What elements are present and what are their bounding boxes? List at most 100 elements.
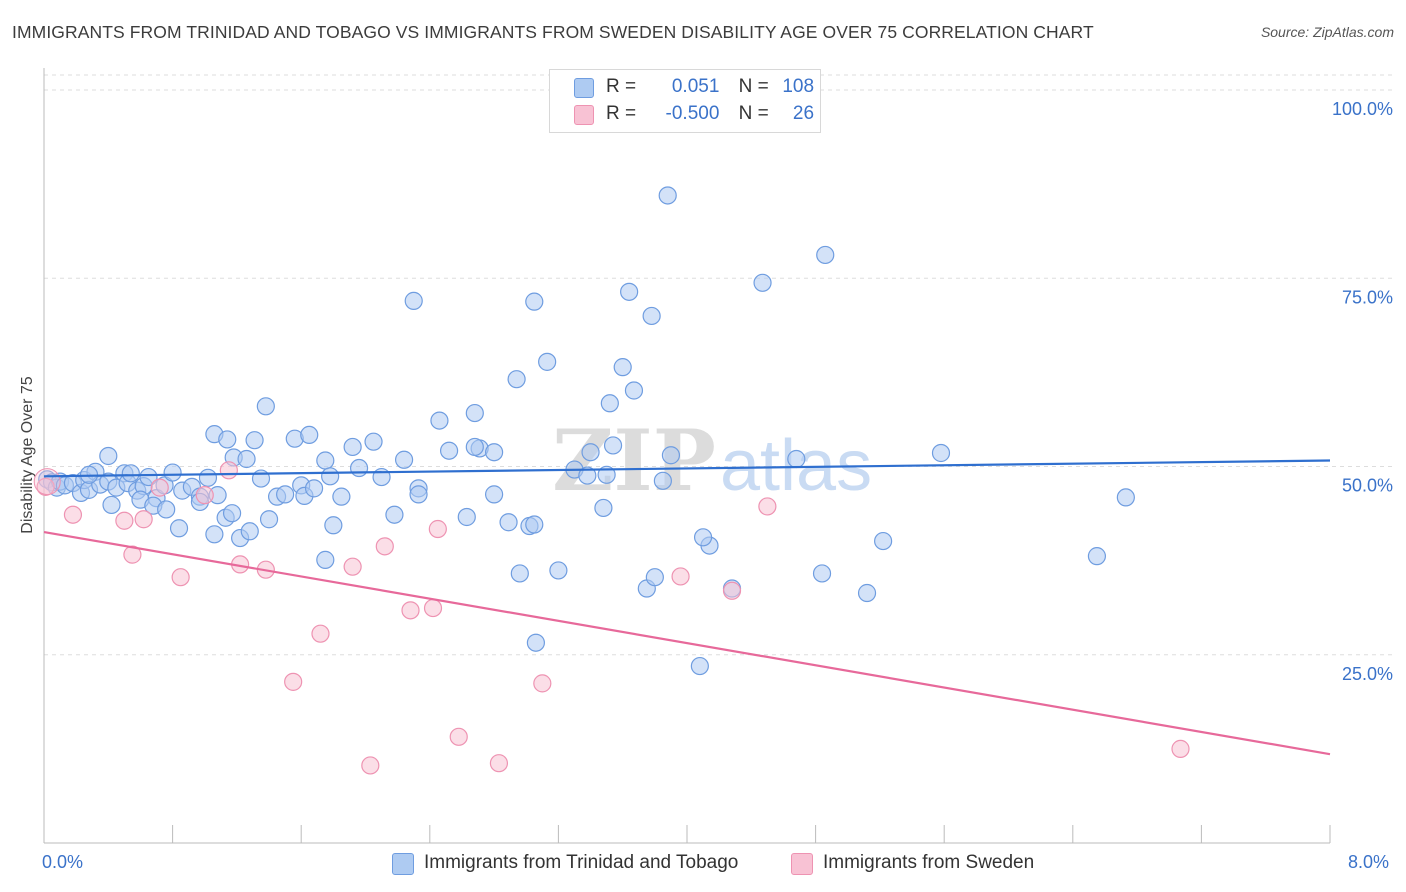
data-point-trinidad bbox=[121, 464, 140, 483]
data-point-trinidad bbox=[581, 443, 600, 462]
legend-n-label: N = bbox=[738, 103, 769, 124]
data-point-trinidad bbox=[787, 449, 806, 469]
data-point-trinidad bbox=[812, 564, 832, 583]
data-point-trinidad bbox=[653, 471, 672, 490]
data-point-sweden bbox=[375, 537, 394, 556]
data-point-sweden bbox=[150, 478, 169, 497]
y-tick-label-25: 25.0% bbox=[1342, 664, 1393, 684]
y-tick-label-50: 50.0% bbox=[1342, 476, 1393, 496]
bottom-legend-swatch-sweden bbox=[791, 853, 813, 875]
data-point-sweden bbox=[284, 672, 303, 691]
data-point-sweden bbox=[449, 727, 468, 746]
data-point-trinidad bbox=[661, 446, 681, 465]
data-point-trinidad bbox=[485, 485, 504, 504]
data-point-trinidad bbox=[613, 358, 632, 377]
data-point-sweden bbox=[123, 545, 142, 564]
data-point-sweden bbox=[533, 674, 552, 693]
data-point-trinidad bbox=[931, 443, 951, 463]
legend-n-value-sweden: 26 bbox=[792, 103, 815, 124]
data-point-trinidad bbox=[430, 411, 449, 430]
data-point-sweden bbox=[1171, 739, 1190, 758]
data-point-sweden bbox=[195, 486, 214, 505]
data-point-sweden bbox=[343, 557, 362, 576]
data-point-trinidad bbox=[526, 633, 545, 652]
data-point-trinidad bbox=[394, 450, 414, 469]
data-point-trinidad bbox=[385, 505, 404, 524]
data-point-trinidad bbox=[222, 504, 242, 523]
data-point-trinidad bbox=[439, 441, 459, 460]
data-point-trinidad bbox=[816, 245, 835, 265]
data-point-trinidad bbox=[624, 381, 644, 400]
bottom-legend-swatch-trinidad bbox=[392, 853, 414, 875]
data-point-trinidad bbox=[857, 583, 877, 603]
data-point-trinidad bbox=[276, 485, 295, 504]
data-point-trinidad bbox=[300, 425, 319, 445]
data-point-trinidad bbox=[1087, 547, 1107, 566]
data-point-trinidad bbox=[525, 515, 544, 534]
data-point-trinidad bbox=[139, 467, 158, 487]
data-point-trinidad bbox=[510, 564, 529, 583]
data-point-trinidad bbox=[693, 528, 713, 547]
data-point-trinidad bbox=[259, 510, 279, 529]
data-point-trinidad bbox=[645, 568, 664, 587]
data-point-sweden bbox=[489, 754, 509, 773]
data-point-trinidad bbox=[658, 186, 677, 205]
data-point-trinidad bbox=[102, 495, 121, 515]
legend-r-label: R = bbox=[606, 103, 637, 124]
data-point-trinidad bbox=[538, 352, 557, 371]
data-point-trinidad bbox=[304, 479, 324, 498]
data-point-trinidad bbox=[157, 500, 176, 519]
watermark-zip: ZIP bbox=[552, 411, 716, 510]
data-point-cluster-sweden bbox=[33, 468, 61, 496]
data-point-trinidad bbox=[525, 292, 544, 311]
data-point-trinidad bbox=[620, 282, 639, 301]
data-point-trinidad bbox=[597, 465, 616, 484]
data-point-trinidad bbox=[218, 430, 237, 449]
chart-title: IMMIGRANTS FROM TRINIDAD AND TOBAGO VS I… bbox=[12, 22, 1094, 42]
data-point-sweden bbox=[115, 511, 134, 530]
data-point-trinidad bbox=[465, 403, 484, 423]
data-point-sweden bbox=[401, 601, 420, 620]
legend-n-value-trinidad: 108 bbox=[782, 76, 815, 97]
legend-swatch-trinidad bbox=[574, 78, 594, 98]
legend-n-label: N = bbox=[738, 76, 769, 97]
data-point-trinidad bbox=[163, 463, 182, 482]
data-point-trinidad bbox=[240, 522, 259, 541]
data-point-trinidad bbox=[343, 437, 362, 457]
data-point-sweden bbox=[428, 519, 447, 539]
data-point-trinidad bbox=[499, 513, 518, 532]
data-point-trinidad bbox=[874, 531, 893, 551]
data-point-trinidad bbox=[1116, 488, 1135, 507]
data-point-trinidad bbox=[578, 466, 597, 485]
legend-r-value-sweden: -0.500 bbox=[665, 103, 720, 124]
data-point-trinidad bbox=[549, 561, 568, 580]
y-tick-label-100: 100.0% bbox=[1332, 99, 1393, 119]
data-point-trinidad bbox=[169, 519, 189, 538]
data-point-sweden bbox=[36, 477, 55, 496]
correlation-legend: R = 0.051 N = 108 R = -0.500 N = 26 bbox=[549, 69, 821, 133]
data-point-sweden bbox=[671, 567, 690, 586]
trend-line-trinidad bbox=[43, 459, 1331, 478]
data-point-trinidad bbox=[324, 516, 343, 535]
data-point-trinidad bbox=[99, 446, 118, 466]
x-tick-label-max: 8.0% bbox=[1348, 852, 1390, 872]
data-point-trinidad bbox=[316, 451, 335, 470]
data-point-sweden bbox=[311, 624, 330, 643]
data-point-trinidad bbox=[364, 432, 383, 451]
legend-r-label: R = bbox=[606, 76, 637, 97]
data-point-trinidad bbox=[600, 394, 619, 413]
data-point-sweden bbox=[423, 598, 443, 618]
data-point-trinidad bbox=[256, 397, 275, 416]
data-point-trinidad bbox=[465, 437, 484, 457]
x-tick-label-min: 0.0% bbox=[42, 852, 84, 872]
data-point-trinidad bbox=[690, 656, 709, 676]
data-point-sweden bbox=[722, 581, 742, 600]
data-point-sweden bbox=[63, 505, 83, 524]
data-point-trinidad bbox=[404, 291, 423, 310]
source-credit: Source: ZipAtlas.com bbox=[1260, 24, 1394, 40]
data-point-trinidad bbox=[485, 443, 504, 462]
data-point-trinidad bbox=[594, 498, 613, 518]
bottom-legend-label-trinidad: Immigrants from Trinidad and Tobago bbox=[424, 852, 739, 873]
data-point-trinidad bbox=[205, 525, 224, 544]
data-point-sweden bbox=[758, 497, 777, 516]
